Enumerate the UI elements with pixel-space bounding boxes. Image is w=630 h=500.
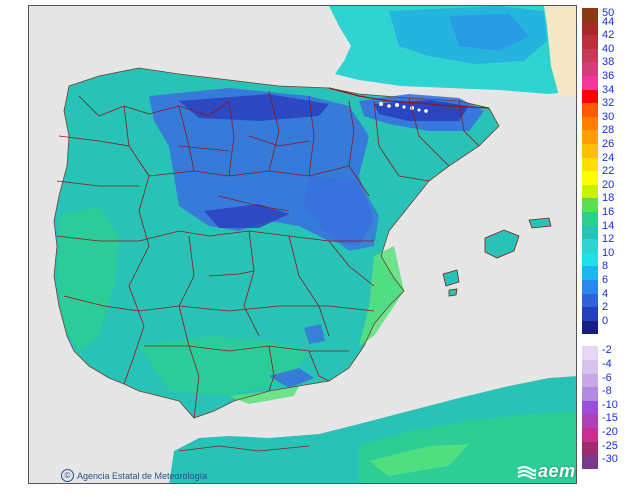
legend-label: 50 [602, 7, 615, 19]
legend-swatch [582, 35, 598, 49]
legend-swatch [582, 239, 598, 253]
legend-swatch [582, 89, 598, 104]
legend-swatch [582, 198, 598, 212]
legend-label: 4 [602, 287, 609, 300]
legend-label: 14 [602, 219, 615, 232]
legend-label: 32 [602, 97, 615, 110]
legend-swatch [582, 252, 598, 267]
legend-label: 22 [602, 165, 615, 178]
legend-swatch [582, 171, 598, 185]
temperature-map: © Agencia Estatal de Meteorología aemet [28, 5, 577, 484]
legend-label: -4 [602, 358, 612, 370]
legend-swatch [582, 8, 598, 22]
balearic-ibiza [442, 269, 460, 287]
cold-sierra-segura [304, 324, 325, 344]
legend-label: -6 [602, 371, 612, 384]
very-cold-central-system [204, 204, 289, 228]
legend-swatch [582, 225, 598, 240]
legend-swatch [582, 441, 598, 456]
legend-label: 12 [602, 233, 615, 246]
valencia-coast-warm [359, 246, 404, 346]
legend-label: 2 [602, 301, 609, 314]
portugal-warm-area [57, 206, 119, 351]
legend-label: 36 [602, 70, 615, 82]
legend-label: -8 [602, 385, 612, 398]
legend-label: 42 [602, 29, 615, 42]
province-borders [56, 90, 480, 419]
legend-swatch [582, 293, 598, 308]
andalusia-coast-warm [229, 386, 299, 404]
legend-label: 30 [602, 110, 615, 123]
legend-swatch [582, 21, 598, 36]
balearic-mallorca [484, 229, 520, 259]
legend-swatch [582, 103, 598, 117]
legend-label: 10 [602, 246, 615, 259]
iberia-land [54, 68, 499, 418]
legend-swatch [582, 400, 598, 415]
credit-text: Agencia Estatal de Meteorología [77, 470, 208, 481]
legend-swatch [582, 266, 598, 280]
france-cold-core [449, 14, 529, 51]
legend-label: -2 [602, 344, 612, 357]
legend-swatch [582, 157, 598, 172]
legend-swatch [582, 144, 598, 158]
legend-swatch [582, 346, 598, 360]
iberia-coastline [53, 67, 500, 419]
legend-swatch [582, 212, 598, 226]
legend-label: 0 [602, 314, 609, 327]
legend-swatch [582, 48, 598, 63]
outside-area [544, 6, 576, 96]
legend-label: 40 [602, 42, 615, 55]
legend-gap [582, 334, 598, 347]
legend-label: 6 [602, 274, 609, 286]
legend-label: 16 [602, 206, 615, 218]
legend-label: 28 [602, 124, 615, 137]
legend-swatch [582, 373, 598, 388]
copyright-icon: © [61, 469, 74, 482]
legend-label: -10 [602, 398, 618, 411]
balearic-formentera [448, 288, 458, 297]
legend-swatch [582, 130, 598, 144]
legend-label: -25 [602, 439, 618, 452]
africa-border [178, 445, 310, 452]
legend-swatch [582, 62, 598, 76]
legend-label: 44 [602, 15, 615, 28]
legend-swatch [582, 184, 598, 199]
legend-label: 24 [602, 151, 615, 164]
balearic-menorca [528, 217, 552, 229]
legend-label: 26 [602, 138, 615, 150]
cold-sierra-nevada [269, 368, 314, 388]
legend-label: 38 [602, 56, 615, 69]
legend-swatch [582, 387, 598, 401]
legend-swatch [582, 116, 598, 131]
color-legend: 50 44 42 40 38 36 34 32 30 28 26 24 22 20 18 16 14 12 10 8 6… [582, 8, 628, 488]
legend-swatch [582, 76, 598, 90]
very-cold-area [179, 94, 329, 121]
credit-line: © Agencia Estatal de Meteorología [61, 469, 207, 482]
legend-label: -20 [602, 426, 618, 438]
brand-logo: aemet [516, 461, 576, 482]
legend-swatch [582, 360, 598, 374]
legend-swatch [582, 414, 598, 428]
aemet-swirl-icon [517, 465, 536, 479]
map-canvas [29, 6, 576, 483]
legend-swatch [582, 428, 598, 442]
legend-label: -30 [602, 453, 618, 466]
legend-swatch [582, 307, 598, 321]
legend-label: 8 [602, 260, 609, 273]
legend-label: 34 [602, 83, 615, 96]
cold-iberian-system [304, 176, 379, 251]
legend-label: 18 [602, 192, 615, 205]
legend-label: 20 [602, 178, 615, 191]
brand-name: aemet [538, 461, 576, 481]
legend-swatch [582, 280, 598, 294]
legend-label: -15 [602, 412, 618, 425]
legend-swatch [582, 320, 598, 335]
south-warm-area [139, 336, 309, 396]
legend-swatch [582, 455, 598, 469]
africa-coast-warm [369, 444, 469, 476]
spain-france-border [328, 87, 490, 109]
